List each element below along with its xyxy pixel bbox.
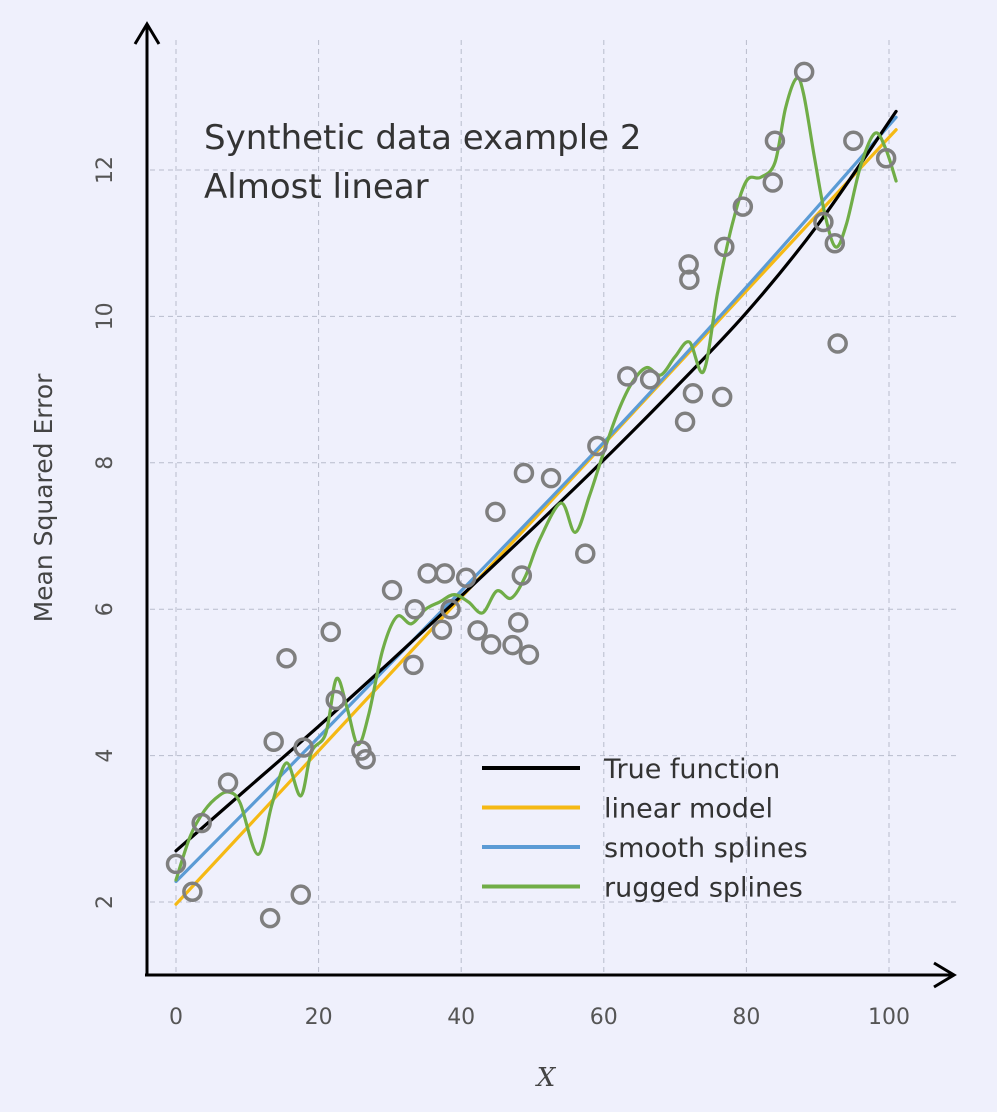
grid	[150, 40, 958, 972]
x-tick-label: 20	[305, 1005, 333, 1030]
data-point	[217, 772, 239, 793]
data-point	[575, 543, 596, 564]
y-tick-label: 10	[93, 302, 118, 330]
data-point	[440, 598, 461, 620]
data-point	[165, 853, 187, 875]
axes	[133, 21, 957, 989]
x-tick-label: 100	[868, 1005, 910, 1030]
y-axis-title: Mean Squared Error	[29, 373, 58, 623]
series-line-linear-model	[174, 128, 898, 906]
y-axis-arrow-icon	[133, 21, 161, 45]
data-point	[511, 565, 533, 586]
data-point	[513, 462, 535, 484]
legend-label: linear model	[604, 794, 773, 825]
data-point	[674, 411, 696, 433]
x-tick-label: 40	[447, 1005, 475, 1030]
data-point	[639, 369, 661, 390]
x-axis-title: X	[535, 1063, 557, 1093]
data-point	[290, 884, 312, 905]
data-points	[165, 61, 897, 929]
y-tick-label: 8	[93, 456, 118, 470]
x-tick-label: 80	[732, 1005, 760, 1030]
legend-label: smooth splines	[604, 833, 808, 864]
x-axis-arrow-icon	[933, 961, 957, 989]
data-point	[182, 881, 203, 903]
data-point	[355, 749, 376, 770]
chart-subtitle: Almost linear	[204, 167, 429, 207]
tick-labels: 0 20 40 60 80 100 2 4 6 8 10 12	[93, 156, 910, 1030]
series-line-rugged-splines	[174, 76, 898, 882]
data-point	[764, 130, 786, 151]
data-point	[293, 737, 314, 758]
data-point	[485, 501, 506, 523]
data-point	[682, 383, 704, 404]
x-tick-label: 60	[590, 1005, 618, 1030]
data-point	[276, 647, 297, 669]
legend-label: True function	[603, 754, 780, 785]
data-point	[191, 812, 212, 834]
data-point	[263, 731, 284, 752]
data-point	[875, 148, 897, 169]
data-point	[434, 563, 456, 584]
data-point	[467, 620, 488, 641]
data-point	[381, 579, 403, 601]
data-point	[714, 236, 735, 258]
data-point	[259, 907, 281, 929]
legend: True function linear model smooth splines r…	[482, 754, 808, 904]
data-point	[502, 634, 523, 656]
data-point	[431, 619, 453, 640]
data-point	[762, 172, 784, 193]
y-tick-label: 6	[93, 602, 118, 616]
data-point	[518, 644, 540, 665]
data-point	[732, 196, 754, 217]
data-point	[455, 567, 477, 588]
y-tick-label: 2	[93, 895, 118, 909]
legend-label: rugged splines	[604, 873, 803, 904]
data-point	[325, 689, 346, 711]
data-point	[679, 269, 700, 291]
data-point	[843, 130, 864, 151]
y-tick-label: 12	[93, 156, 118, 184]
data-point	[480, 634, 502, 655]
data-point	[824, 232, 846, 254]
data-point	[320, 621, 341, 643]
data-point	[404, 598, 426, 620]
x-tick-label: 0	[169, 1005, 183, 1030]
data-point	[827, 333, 848, 354]
y-tick-label: 4	[93, 749, 118, 763]
data-point	[507, 612, 529, 633]
data-point	[813, 211, 834, 233]
data-point	[403, 654, 424, 676]
data-point	[793, 61, 815, 83]
chart-title: Synthetic data example 2	[204, 118, 642, 158]
data-point	[587, 435, 608, 457]
data-point	[711, 386, 733, 408]
data-point	[540, 467, 562, 489]
data-point	[617, 366, 638, 387]
